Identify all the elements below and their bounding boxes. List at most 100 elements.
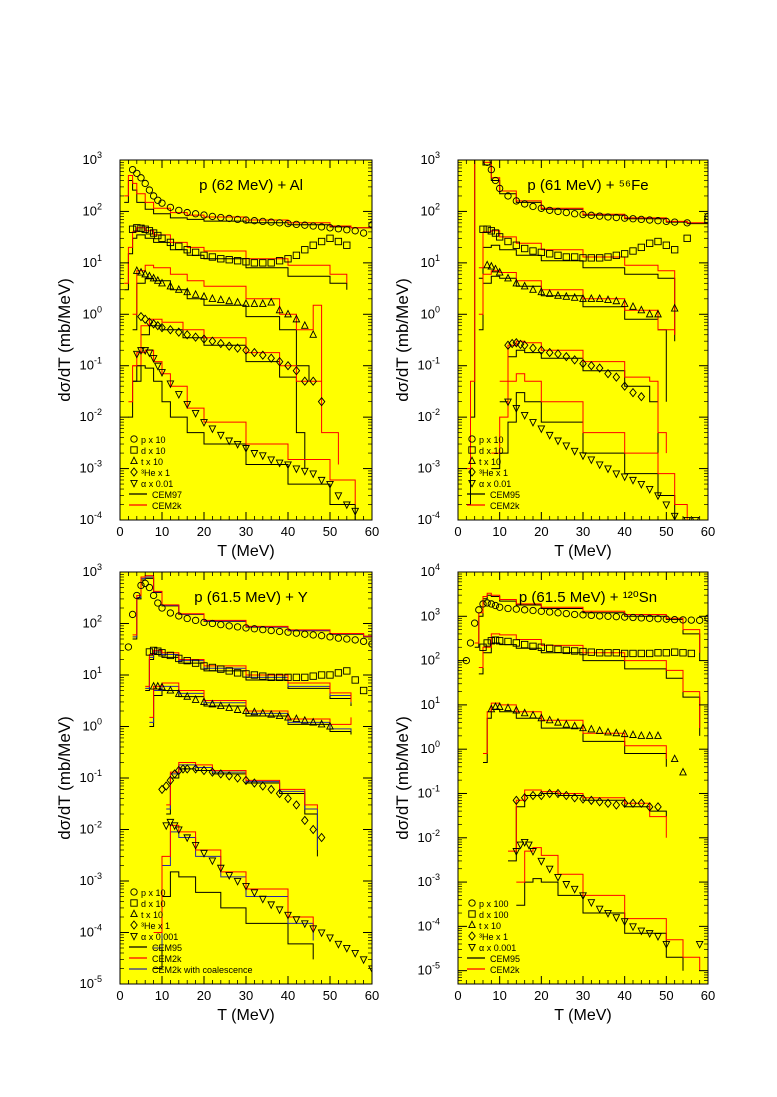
data-point-square: [242, 258, 250, 266]
y-axis-label: dσ/dT (mb/MeV): [55, 278, 74, 402]
data-point-circle: [537, 204, 545, 212]
data-point-circle: [629, 613, 637, 622]
legend-marker-triangle: [468, 920, 476, 929]
data-point-triangle: [166, 281, 175, 290]
x-tick-label: 30: [239, 524, 253, 539]
data-point-triangle: [258, 708, 267, 717]
legend-marker-diamond: [468, 931, 476, 941]
y-tick-label: 10-3: [80, 871, 102, 888]
data-point-square: [596, 254, 604, 262]
data-point-square: [683, 234, 691, 242]
data-point-invtriangle: [137, 347, 145, 356]
model-line-cem2k: [474, 592, 701, 653]
legend-label: t x 10: [479, 921, 501, 931]
data-point-diamond: [309, 376, 317, 386]
data-point-circle: [612, 613, 620, 621]
data-point-diamond: [149, 319, 158, 329]
data-point-diamond: [595, 363, 604, 373]
data-point-square: [309, 241, 317, 249]
data-point-invtriangle: [292, 465, 301, 474]
data-point-invtriangle: [317, 476, 326, 485]
data-point-diamond: [317, 396, 326, 407]
data-point-square: [546, 250, 554, 258]
data-point-triangle: [504, 703, 512, 712]
data-point-square: [145, 227, 154, 235]
legend-label: p x 10: [141, 435, 166, 445]
data-point-invtriangle: [612, 470, 621, 479]
data-point-triangle: [300, 320, 309, 329]
data-point-square: [483, 225, 491, 233]
data-point-circle: [141, 579, 149, 588]
data-point-square: [571, 647, 579, 655]
data-point-triangle: [491, 264, 500, 273]
data-point-invtriangle: [620, 473, 629, 482]
y-axis-label: dσ/dT (mb/MeV): [393, 716, 412, 840]
data-point-triangle: [537, 713, 546, 722]
data-point-triangle: [216, 701, 225, 710]
data-point-diamond: [620, 381, 629, 391]
legend-label: α x 0.01: [479, 479, 511, 489]
data-point-square: [537, 248, 545, 257]
data-point-triangle: [153, 275, 162, 284]
data-point-square: [158, 649, 166, 657]
data-point-invtriangle: [342, 501, 351, 510]
data-point-diamond: [250, 347, 259, 358]
data-point-square: [301, 673, 309, 682]
legend-label: t x 10: [479, 457, 501, 467]
data-point-square: [275, 673, 284, 682]
data-point-invtriangle: [637, 927, 646, 936]
x-tick-label: 60: [365, 988, 379, 1003]
data-point-triangle: [309, 717, 318, 726]
data-point-square: [175, 242, 183, 250]
data-point-invtriangle: [691, 516, 700, 520]
data-point-square: [317, 671, 326, 679]
data-point-diamond: [645, 802, 654, 812]
data-point-square: [200, 251, 208, 259]
data-point-invtriangle: [570, 447, 579, 456]
legend-label: CEM97: [152, 490, 182, 500]
data-point-triangle: [183, 691, 192, 700]
data-point-invtriangle: [300, 920, 309, 929]
data-point-circle: [242, 216, 250, 224]
data-point-square: [646, 239, 654, 247]
data-point-square: [621, 649, 629, 658]
x-tick-label: 0: [116, 524, 123, 539]
data-point-diamond: [637, 391, 646, 402]
data-point-diamond: [570, 355, 579, 365]
x-axis-label: T (MeV): [554, 1007, 611, 1024]
data-point-circle: [200, 211, 208, 219]
data-point-triangle: [250, 298, 259, 307]
data-point-circle: [128, 165, 137, 174]
data-point-invtriangle: [284, 461, 292, 470]
data-point-square: [612, 251, 620, 259]
data-point-circle: [679, 616, 687, 624]
data-point-circle: [504, 604, 512, 613]
data-point-invtriangle: [242, 882, 250, 891]
data-point-diamond: [200, 765, 208, 776]
data-point-invtriangle: [292, 916, 301, 925]
data-point-circle: [546, 608, 554, 616]
data-point-circle: [326, 224, 334, 232]
data-point-square: [292, 251, 301, 259]
x-tick-label: 10: [155, 988, 169, 1003]
data-point-diamond: [267, 784, 275, 795]
data-point-circle: [537, 607, 545, 615]
data-point-circle: [496, 184, 504, 193]
data-point-square: [166, 651, 175, 660]
y-tick-label: 10-3: [418, 872, 440, 889]
data-point-invtriangle: [504, 398, 512, 407]
data-point-square: [554, 251, 562, 259]
data-point-square: [496, 637, 504, 645]
data-point-invtriangle: [562, 881, 571, 889]
data-point-circle: [343, 226, 351, 234]
x-tick-label: 20: [197, 988, 211, 1003]
data-point-invtriangle: [537, 857, 546, 866]
y-tick-label: 101: [421, 695, 440, 712]
data-point-circle: [359, 229, 368, 237]
x-tick-label: 60: [701, 524, 715, 539]
y-tick-label: 10-3: [418, 459, 440, 476]
data-point-square: [200, 662, 208, 670]
data-point-circle: [145, 583, 154, 592]
data-point-square: [309, 672, 317, 680]
